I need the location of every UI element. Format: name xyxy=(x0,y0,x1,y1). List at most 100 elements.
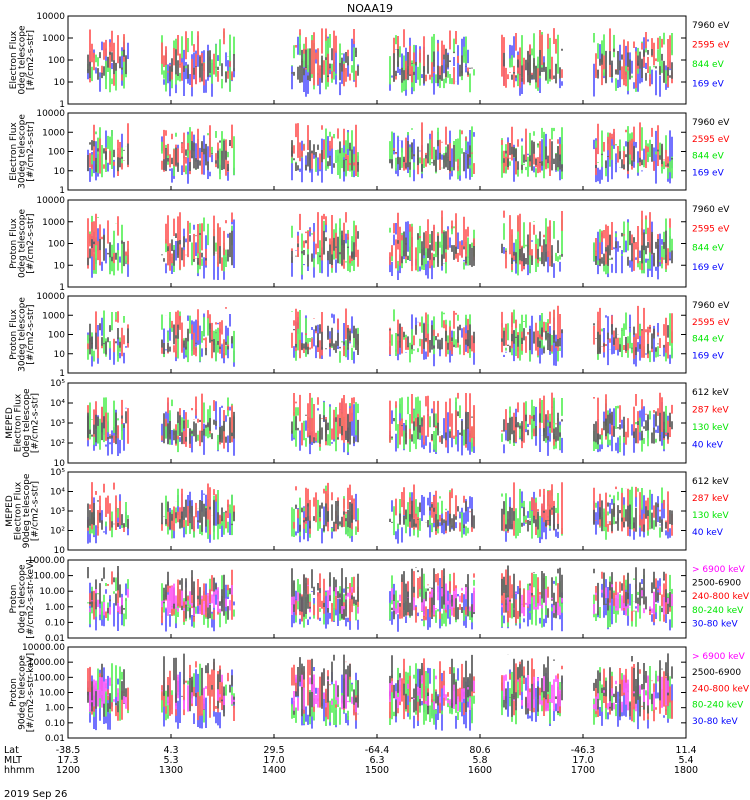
flux-traces xyxy=(87,565,673,632)
series-trace xyxy=(87,411,673,445)
x-tick-label: 80.6 xyxy=(469,745,490,756)
y-axis-label-line: 30deg telescope xyxy=(18,297,28,372)
y-axis-label-line: [#/cm2-s-str] xyxy=(31,481,41,541)
legend: 612 keV 287 keV 130 keV 40 keV xyxy=(692,477,729,538)
y-axis-label-line: [#/cm2-s-str] xyxy=(26,30,36,90)
panel-frame xyxy=(67,15,687,105)
series-trace xyxy=(89,569,671,624)
series-trace xyxy=(87,210,671,272)
legend-entry: 169 eV xyxy=(692,168,725,178)
y-axis-ticks: 1 10 100 1000 10000 xyxy=(36,292,686,379)
x-tick-label: 1600 xyxy=(468,765,492,776)
y-tick-label: 10000 xyxy=(36,196,65,206)
y-tick-label: 100.00 xyxy=(34,572,66,582)
y-axis-label-line: 0deg telescope xyxy=(18,564,28,634)
y-tick-label: 100 xyxy=(48,240,65,250)
legend: 7960 eV 2595 eV 844 eV 169 eV xyxy=(692,118,730,178)
y-tick-label: 1000 xyxy=(42,34,65,44)
legend-entry: 240-800 keV xyxy=(692,684,750,694)
y-tick-label: 10⁵ xyxy=(50,379,65,389)
series-trace xyxy=(87,400,669,456)
legend: 7960 eV 2595 eV 844 eV 169 eV xyxy=(692,301,730,361)
legend-entry: 40 keV xyxy=(692,441,724,451)
legend-entry: 844 eV xyxy=(692,335,725,345)
legend-entry: 2500-6900 xyxy=(692,668,741,678)
y-tick-label: 10000 xyxy=(36,292,65,302)
y-tick-label: 1000 xyxy=(42,311,65,321)
y-axis-label-line: Electron Flux xyxy=(14,481,24,540)
legend-entry: 7960 eV xyxy=(692,301,730,311)
series-trace xyxy=(87,230,673,267)
y-axis-label-line: [#/cm2-s-str] xyxy=(31,393,41,453)
flux-traces xyxy=(87,28,673,97)
legend-entry: 2595 eV xyxy=(692,318,730,328)
y-axis-ticks: 10 10² 10³ 10⁴ 10⁵ xyxy=(50,379,686,469)
y-axis-label-line: 0deg telescope xyxy=(18,209,28,279)
y-axis-label-line: 0deg telescope xyxy=(22,388,32,458)
series-trace xyxy=(87,565,671,620)
legend: 7960 eV 2595 eV 844 eV 169 eV xyxy=(692,21,730,90)
legend-entry: 844 eV xyxy=(692,152,725,162)
flux-traces xyxy=(87,305,673,367)
legend-entry: 844 eV xyxy=(692,60,725,70)
x-tick-label: -64.4 xyxy=(365,745,390,756)
x-tick-label: 1200 xyxy=(56,765,80,776)
y-axis-label-line: Electron Flux xyxy=(9,122,19,181)
panel-frame xyxy=(67,295,687,374)
legend: 7960 eV 2595 eV 844 eV 169 eV xyxy=(692,205,730,273)
flux-traces xyxy=(87,392,673,456)
y-tick-label: 10⁵ xyxy=(50,468,65,478)
y-tick-label: 10000.00 xyxy=(22,643,65,653)
x-tick-label: 5.3 xyxy=(163,755,178,766)
series-trace xyxy=(87,140,673,173)
x-tick-marks xyxy=(67,546,687,550)
panel-frame xyxy=(67,559,687,639)
legend-entry: 130 keV xyxy=(692,511,729,521)
y-tick-label: 100 xyxy=(48,331,65,341)
y-axis-label-line: [#/cm2-s-str] xyxy=(26,304,36,364)
y-tick-label: 0.01 xyxy=(45,634,65,644)
y-tick-label: 10 xyxy=(54,546,66,556)
y-axis-label-line: Proton Flux xyxy=(9,309,19,360)
y-tick-label: 100 xyxy=(48,56,65,66)
legend-entry: 169 eV xyxy=(692,263,725,273)
x-tick-label: 11.4 xyxy=(675,745,696,756)
y-axis-label-line: Electron Flux xyxy=(14,393,24,452)
y-tick-label: 10 xyxy=(54,78,66,88)
flux-traces xyxy=(87,210,673,280)
x-tick-label: 1700 xyxy=(571,765,595,776)
legend-entry: 844 eV xyxy=(692,244,725,254)
y-tick-label: 10000 xyxy=(36,109,65,119)
x-tick-label: 5.4 xyxy=(678,755,693,766)
legend-entry: 2595 eV xyxy=(692,41,730,51)
x-tick-label: 1800 xyxy=(674,765,698,776)
y-tick-label: 1.00 xyxy=(45,603,65,613)
y-tick-label: 1000 xyxy=(42,218,65,228)
x-tick-marks xyxy=(67,459,687,463)
y-axis-label-line: 0deg telescope xyxy=(18,25,28,95)
panel-frame xyxy=(67,471,687,551)
series-trace xyxy=(89,215,673,276)
legend: > 6900 keV 2500-6900 240-800 keV 80-240 keV… xyxy=(692,652,750,727)
y-tick-label: 10 xyxy=(54,350,66,360)
y-axis-label-line: [#/cm2-s-str] xyxy=(26,121,36,181)
x-tick-label: 6.3 xyxy=(369,755,384,766)
legend: 612 keV 287 keV 130 keV 40 keV xyxy=(692,388,729,451)
y-axis-label-line: Proton xyxy=(9,584,19,613)
series-trace xyxy=(87,47,673,84)
y-axis-ticks: 10 10² 10³ 10⁴ 10⁵ xyxy=(50,468,686,556)
y-tick-label: 10.00 xyxy=(39,689,65,699)
x-tick-marks xyxy=(67,634,687,638)
flux-traces xyxy=(87,482,673,544)
series-trace xyxy=(87,499,673,532)
series-trace xyxy=(87,396,667,453)
legend-entry: 80-240 keV xyxy=(692,701,744,711)
legend-entry: 240-800 keV xyxy=(692,592,750,602)
x-tick-label: -38.5 xyxy=(56,745,81,756)
